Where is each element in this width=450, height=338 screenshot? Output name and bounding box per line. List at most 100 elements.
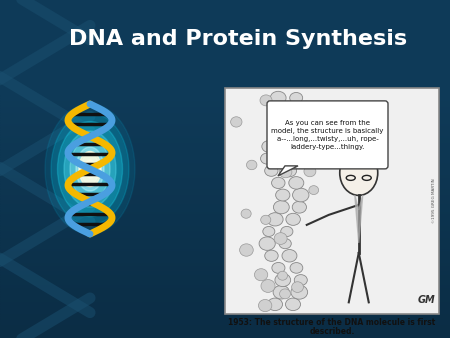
Bar: [0, 176, 450, 177]
Bar: [0, 169, 450, 171]
Bar: [0, 39, 450, 41]
Bar: [0, 213, 450, 215]
Ellipse shape: [267, 298, 283, 311]
Bar: [0, 86, 450, 88]
Bar: [0, 2, 450, 3]
Bar: [0, 304, 450, 306]
Bar: [0, 184, 450, 186]
Bar: [0, 294, 450, 296]
Ellipse shape: [289, 177, 304, 189]
Bar: [0, 289, 450, 291]
Bar: [0, 100, 450, 101]
Bar: [0, 113, 450, 115]
Bar: [0, 274, 450, 275]
Bar: [0, 42, 450, 44]
Bar: [0, 69, 450, 71]
Bar: [0, 321, 450, 323]
Bar: [0, 328, 450, 330]
Bar: [0, 188, 450, 189]
Ellipse shape: [261, 280, 275, 292]
Bar: [0, 139, 450, 140]
Bar: [0, 29, 450, 30]
Ellipse shape: [239, 244, 253, 256]
Bar: [0, 211, 450, 213]
Ellipse shape: [262, 141, 276, 152]
Ellipse shape: [51, 113, 129, 225]
Bar: [0, 181, 450, 183]
Bar: [0, 83, 450, 84]
Bar: [0, 88, 450, 90]
Ellipse shape: [304, 166, 316, 177]
Ellipse shape: [292, 201, 306, 213]
Bar: [0, 71, 450, 73]
Bar: [0, 281, 450, 282]
Bar: [0, 159, 450, 161]
Ellipse shape: [261, 153, 274, 164]
Ellipse shape: [309, 186, 319, 195]
Bar: [0, 254, 450, 255]
Bar: [0, 301, 450, 303]
Ellipse shape: [247, 160, 257, 170]
Text: described.: described.: [309, 327, 355, 336]
Bar: [0, 22, 450, 24]
Bar: [0, 243, 450, 245]
Text: ©1995 GREG MARTIN: ©1995 GREG MARTIN: [432, 179, 436, 223]
Bar: [0, 10, 450, 12]
Bar: [0, 118, 450, 120]
Bar: [0, 193, 450, 194]
Ellipse shape: [79, 151, 101, 187]
Bar: [0, 287, 450, 289]
Bar: [0, 323, 450, 324]
FancyBboxPatch shape: [0, 0, 450, 95]
Bar: [0, 206, 450, 208]
Ellipse shape: [272, 118, 283, 128]
Bar: [0, 204, 450, 206]
Bar: [0, 73, 450, 74]
Ellipse shape: [258, 299, 272, 312]
Ellipse shape: [278, 271, 288, 280]
Bar: [0, 270, 450, 272]
Bar: [0, 110, 450, 112]
Ellipse shape: [290, 263, 303, 273]
Ellipse shape: [340, 150, 378, 195]
Bar: [0, 240, 450, 242]
Bar: [0, 177, 450, 179]
Ellipse shape: [58, 121, 122, 217]
Bar: [0, 78, 450, 79]
Bar: [0, 247, 450, 248]
Bar: [0, 90, 450, 91]
Bar: [0, 161, 450, 162]
Bar: [0, 225, 450, 226]
Ellipse shape: [270, 91, 286, 104]
Ellipse shape: [287, 129, 299, 139]
Bar: [0, 218, 450, 220]
Bar: [0, 128, 450, 130]
Bar: [0, 279, 450, 281]
Ellipse shape: [275, 273, 291, 287]
Bar: [0, 84, 450, 86]
Bar: [0, 63, 450, 64]
Bar: [0, 208, 450, 210]
Ellipse shape: [274, 116, 289, 128]
Bar: [0, 223, 450, 225]
Polygon shape: [355, 195, 363, 243]
Bar: [0, 265, 450, 267]
Ellipse shape: [279, 166, 292, 178]
Text: GM: GM: [418, 295, 436, 305]
Bar: [0, 303, 450, 304]
Bar: [0, 201, 450, 203]
Bar: [0, 46, 450, 47]
Bar: [0, 103, 450, 105]
Ellipse shape: [260, 95, 272, 106]
Bar: [0, 275, 450, 277]
Bar: [0, 203, 450, 204]
Ellipse shape: [259, 237, 275, 250]
Bar: [0, 264, 450, 265]
Bar: [0, 252, 450, 254]
Bar: [0, 186, 450, 188]
Bar: [0, 324, 450, 326]
Bar: [0, 112, 450, 113]
Bar: [0, 260, 450, 262]
Bar: [0, 66, 450, 68]
Bar: [0, 257, 450, 259]
